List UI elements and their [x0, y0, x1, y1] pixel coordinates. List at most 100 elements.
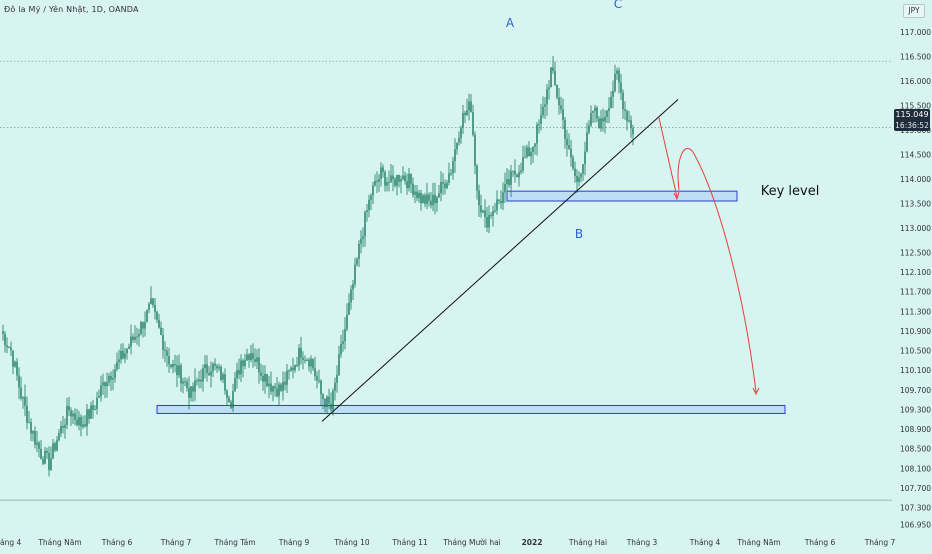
candle-body — [266, 373, 268, 387]
candle-body — [74, 413, 76, 420]
y-tick-label: 112.500 — [900, 248, 931, 257]
candle-body — [90, 405, 92, 419]
candle-body — [388, 182, 390, 184]
candle-body — [62, 426, 64, 428]
candle-body — [88, 409, 90, 419]
candle-body — [60, 426, 62, 434]
candle-body — [522, 157, 524, 171]
candle-body — [340, 343, 342, 355]
candle-body — [572, 157, 574, 169]
candle-body — [244, 360, 246, 367]
trendline — [321, 99, 679, 422]
candle-body — [490, 215, 492, 217]
x-tick-label: Tháng 9 — [278, 538, 310, 547]
candle-body — [140, 321, 142, 334]
candle-body — [252, 353, 254, 360]
candle-body — [276, 388, 278, 397]
candle-body — [370, 195, 372, 200]
candle-body — [28, 422, 30, 424]
candle-body — [366, 210, 368, 213]
candle-body — [558, 97, 560, 106]
candle-body — [18, 375, 20, 388]
candle-body — [444, 183, 446, 189]
candle-body — [496, 199, 498, 211]
candle-body — [604, 117, 606, 122]
x-tick-label: 2022 — [522, 538, 543, 547]
candle-body — [530, 152, 532, 157]
candle-body — [618, 70, 620, 83]
candle-body — [308, 359, 310, 367]
candle-body — [234, 378, 236, 392]
candle-body — [4, 333, 6, 346]
candle-body — [374, 180, 376, 186]
candle-body — [324, 398, 326, 408]
candle-body — [586, 132, 588, 152]
x-tick-label: Tháng Hai — [568, 538, 607, 547]
candle-body — [494, 210, 496, 212]
candle-body — [166, 350, 168, 356]
y-tick-label: 110.900 — [900, 327, 931, 336]
y-tick-label: 116.500 — [900, 52, 931, 61]
candle-body — [540, 115, 542, 124]
candle-body — [430, 200, 432, 206]
candle-body — [212, 363, 214, 372]
candle-body — [384, 172, 386, 186]
candle-body — [316, 376, 318, 381]
candle-body — [446, 182, 448, 189]
candle-body — [516, 174, 518, 178]
candle-body — [568, 145, 570, 149]
candle-body — [348, 302, 350, 315]
candle-body — [346, 314, 348, 330]
y-tick-label: 113.000 — [900, 224, 931, 233]
candle-body — [338, 354, 340, 375]
candle-body — [330, 403, 332, 410]
candle-body — [66, 405, 68, 425]
candle-body — [594, 107, 596, 112]
candle-body — [458, 137, 460, 143]
candle-body — [132, 336, 134, 340]
candle-body — [250, 353, 252, 361]
candle-body — [322, 394, 324, 399]
candle-body — [86, 409, 88, 427]
candle-body — [334, 382, 336, 391]
candle-body — [344, 329, 346, 342]
candle-body — [248, 354, 250, 361]
candle-body — [40, 448, 42, 460]
candle-body — [582, 164, 584, 174]
candle-body — [158, 319, 160, 328]
candle-body — [246, 354, 248, 361]
candle-body — [64, 424, 66, 428]
candle-body — [196, 380, 198, 382]
candle-body — [228, 397, 230, 402]
candle-body — [580, 173, 582, 178]
candle-body — [112, 377, 114, 380]
candle-body — [44, 450, 46, 464]
candle-body — [180, 365, 182, 384]
candle-body — [168, 355, 170, 365]
candle-body — [10, 347, 12, 351]
candle-body — [454, 149, 456, 161]
candle-body — [470, 101, 472, 113]
candle-body — [270, 383, 272, 392]
candle-body — [210, 371, 212, 376]
point-label-a: A — [506, 16, 515, 30]
candle-body — [38, 442, 40, 449]
currency-badge[interactable]: JPY — [903, 4, 925, 18]
candle-body — [46, 450, 48, 453]
candle-body — [260, 372, 262, 376]
candle-body — [56, 440, 58, 451]
candle-body — [30, 422, 32, 434]
candle-body — [566, 138, 568, 146]
candle-body — [22, 396, 24, 399]
candle-body — [184, 381, 186, 383]
candle-body — [456, 142, 458, 150]
candle-body — [136, 336, 138, 338]
candle-body — [556, 84, 558, 98]
x-tick-label: Tháng Mười hai — [442, 538, 501, 547]
y-tick-label: 107.300 — [900, 503, 931, 512]
candle-body — [220, 366, 222, 380]
candle-body — [578, 177, 580, 182]
candle-body — [150, 298, 152, 305]
